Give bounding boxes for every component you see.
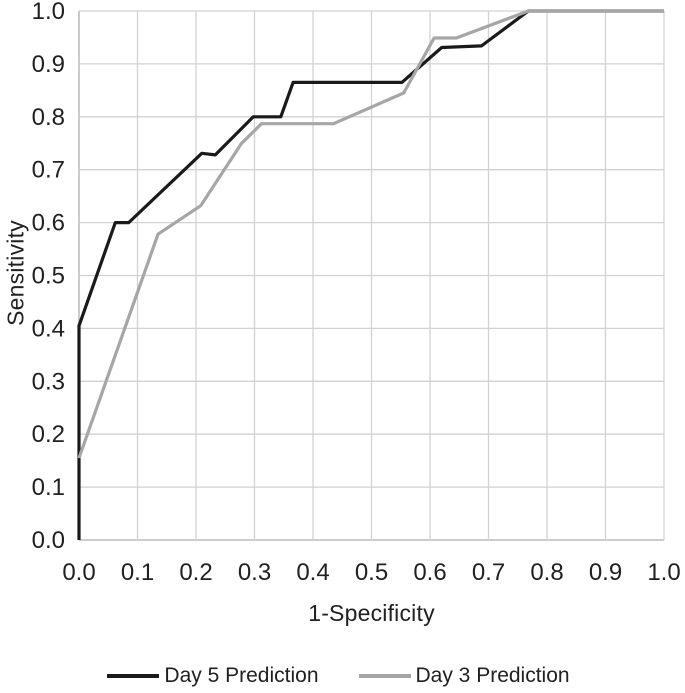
- x-tick-label: 1.0: [647, 559, 680, 586]
- y-tick-label: 0.9: [32, 51, 65, 78]
- x-tick-label: 0.8: [530, 559, 563, 586]
- x-tick-label: 0.3: [238, 559, 271, 586]
- x-axis-title: 1-Specificity: [308, 600, 435, 626]
- x-tick-label: 0.1: [121, 559, 154, 586]
- day3-line-swatch: [358, 674, 411, 678]
- x-tick-label: 0.4: [296, 559, 329, 586]
- x-tick-label: 0.7: [472, 559, 505, 586]
- y-axis-title: Sensitivity: [2, 220, 29, 326]
- x-tick-label: 0.9: [589, 559, 622, 586]
- legend-item-day3: Day 3 Prediction: [358, 664, 570, 688]
- day5-line-swatch: [107, 674, 160, 678]
- x-tick-label: 0.5: [355, 559, 388, 586]
- y-tick-label: 0.1: [32, 474, 65, 501]
- x-tick-label: 0.6: [413, 559, 446, 586]
- x-tick-label: 0.0: [62, 559, 95, 586]
- series-line-day3: [77, 9, 664, 459]
- legend-label-day5: Day 5 Prediction: [164, 664, 319, 687]
- y-tick-label: 0.6: [32, 210, 65, 237]
- y-tick-label: 0.8: [32, 104, 65, 131]
- y-tick-label: 0.3: [32, 368, 65, 395]
- series-line-day5: [77, 9, 664, 540]
- y-tick-label: 0.0: [32, 527, 65, 554]
- y-tick-label: 1.0: [32, 0, 65, 25]
- legend: Day 5 Prediction Day 3 Prediction: [0, 661, 677, 691]
- legend-label-day3: Day 3 Prediction: [415, 664, 570, 687]
- roc-chart-canvas: 0.0 0.0 0.1 0.1 0.2 0.2 0.3 0.3 0.4 0.4 0.5 0.5 0.6 0…: [32, 0, 681, 586]
- x-tick-label: 0.2: [179, 559, 212, 586]
- y-tick-label: 0.2: [32, 421, 65, 448]
- legend-item-day5: Day 5 Prediction: [107, 664, 319, 688]
- y-tick-label: 0.4: [32, 315, 65, 342]
- y-tick-label: 0.7: [32, 157, 65, 184]
- y-tick-label: 0.5: [32, 263, 65, 290]
